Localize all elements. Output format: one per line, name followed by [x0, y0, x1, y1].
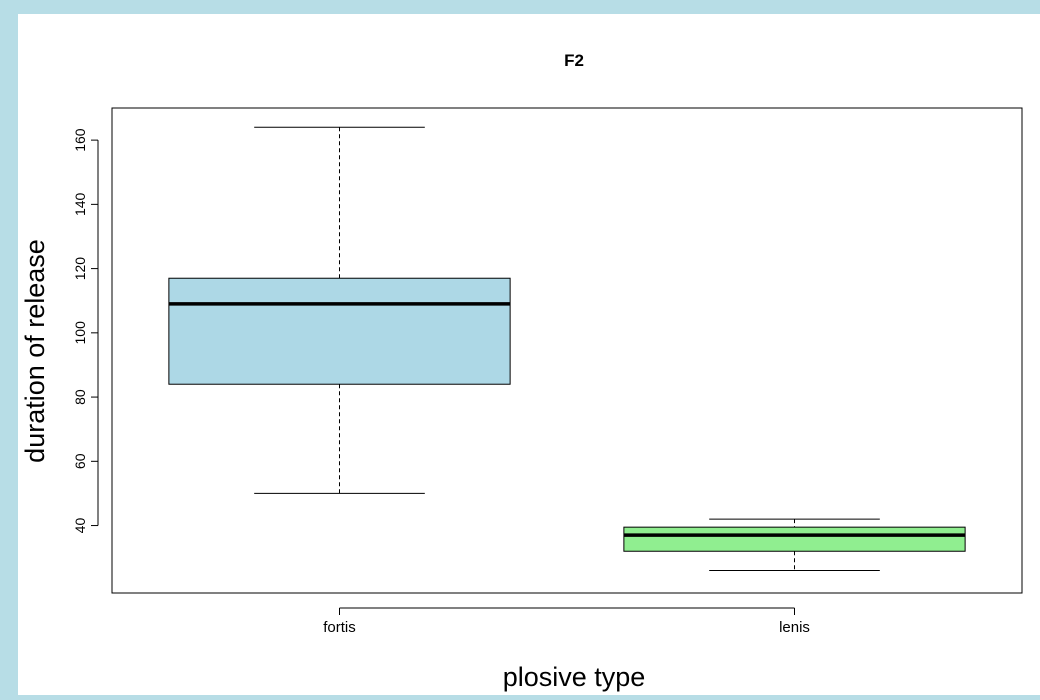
y-tick-label: 60 — [72, 453, 88, 469]
iqr-box — [168, 277, 511, 385]
y-axis-label: duration of release — [20, 239, 50, 463]
x-tick-label: fortis — [323, 619, 356, 636]
y-axis: 40 60 80 100 120 140 160 — [72, 128, 99, 534]
x-axis-label: plosive type — [503, 662, 646, 692]
chart-canvas: F2 40 60 80 100 120 140 160 fortis lenis plosiv… — [18, 14, 1040, 695]
y-tick-label: 160 — [72, 128, 88, 152]
boxplot-series — [168, 126, 966, 572]
boxplot-chart: F2 40 60 80 100 120 140 160 fortis lenis plosiv… — [20, 51, 1023, 692]
y-tick-label: 120 — [72, 257, 88, 281]
y-tick-label: 100 — [72, 321, 88, 345]
box-fortis — [168, 126, 511, 494]
y-tick-label: 40 — [72, 518, 88, 534]
x-axis: fortis lenis — [323, 607, 810, 636]
y-tick-label: 80 — [72, 389, 88, 405]
x-tick-label: lenis — [779, 619, 810, 636]
chart-title: F2 — [564, 51, 584, 70]
iqr-box — [623, 526, 966, 552]
plot-frame — [111, 107, 1023, 594]
box-lenis — [623, 518, 966, 572]
y-tick-label: 140 — [72, 192, 88, 216]
